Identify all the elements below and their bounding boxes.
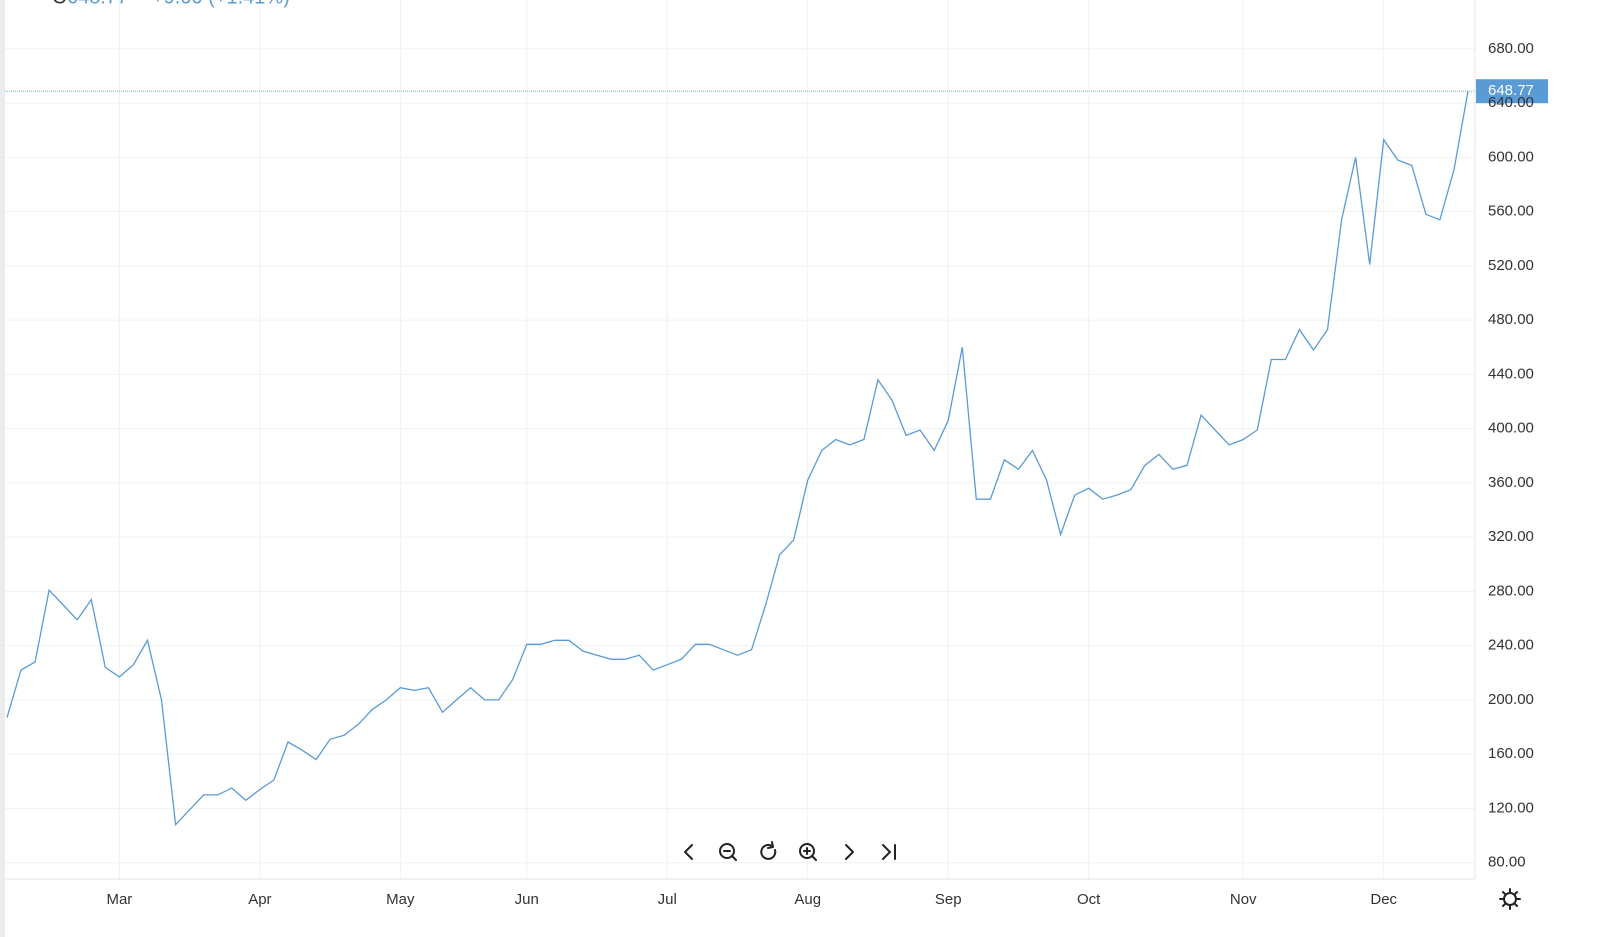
y-tick-label: 360.00 (1488, 474, 1534, 491)
y-tick-label: 440.00 (1488, 365, 1534, 382)
x-tick-label: Apr (248, 891, 271, 908)
x-tick-label: Dec (1370, 891, 1397, 908)
price-line (6, 91, 1469, 827)
y-tick-label: 160.00 (1488, 745, 1534, 762)
symbol: C (52, 0, 66, 8)
x-tick-label: Aug (794, 891, 821, 908)
y-tick-label: 80.00 (1488, 854, 1526, 871)
scroll-left-button[interactable] (684, 844, 693, 860)
y-tick-label: 720.00 (1488, 0, 1534, 3)
last-price: 648.77 (67, 0, 128, 8)
scroll-right-button[interactable] (845, 844, 854, 860)
y-tick-label: 200.00 (1488, 691, 1534, 708)
y-tick-label: 520.00 (1488, 257, 1534, 274)
price-change: +9.00 (+1.41%) (152, 0, 290, 8)
x-tick-label: May (386, 891, 415, 908)
plot: 648.77 (5, 79, 1548, 827)
reset-button[interactable] (760, 841, 777, 860)
left-border (0, 0, 5, 937)
x-tick-label: Oct (1077, 891, 1101, 908)
y-tick-label: 320.00 (1488, 528, 1534, 545)
grid (5, 0, 1475, 879)
y-tick-label: 560.00 (1488, 203, 1534, 220)
y-tick-label: 640.00 (1488, 94, 1534, 111)
toolbar (684, 841, 896, 861)
y-tick-label: 680.00 (1488, 40, 1534, 57)
y-tick-label: 120.00 (1488, 799, 1534, 816)
x-tick-label: Nov (1230, 891, 1257, 908)
settings-button[interactable] (1499, 888, 1521, 910)
zoom-in-button[interactable] (799, 843, 817, 861)
x-tick-label: Jun (515, 891, 539, 908)
x-tick-label: Sep (935, 891, 962, 908)
y-tick-label: 240.00 (1488, 637, 1534, 654)
zoom-out-button[interactable] (719, 843, 737, 861)
y-tick-label: 400.00 (1488, 420, 1534, 437)
x-tick-label: Mar (106, 891, 132, 908)
y-tick-label: 600.00 (1488, 148, 1534, 165)
y-tick-label: 480.00 (1488, 311, 1534, 328)
last-value-label: 648.77 (1488, 82, 1534, 99)
scroll-end-button[interactable] (882, 844, 896, 860)
x-tick-label: Jul (658, 891, 677, 908)
y-tick-label: 280.00 (1488, 582, 1534, 599)
last-value-badge (1476, 79, 1548, 104)
